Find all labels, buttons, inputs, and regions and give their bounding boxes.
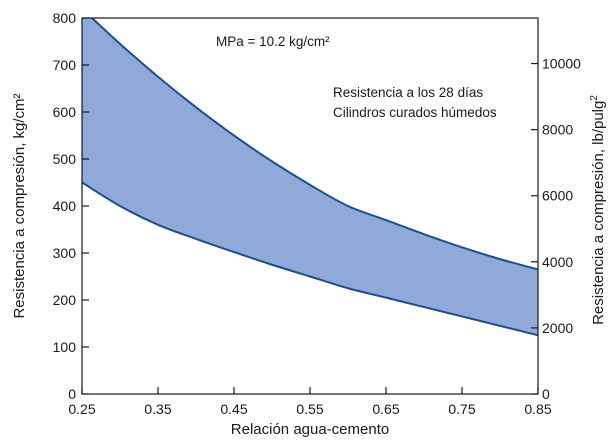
y2-tick-label: 4000 <box>542 254 573 270</box>
annotation-line-2: Cilindros curados húmedos <box>333 105 497 120</box>
y2-axis-title: Resistencia a compresión, lb/pulg2 <box>589 95 607 325</box>
x-tick-label: 0.75 <box>448 401 475 417</box>
y2-axis-title-base: Resistencia a compresión, lb/pulg <box>590 101 607 325</box>
y2-tick-label: 0 <box>542 386 550 402</box>
x-tick-label: 0.45 <box>220 401 247 417</box>
x-tick-label: 0.55 <box>296 401 323 417</box>
y2-axis-title-sup: 2 <box>589 95 600 101</box>
y-tick-label: 400 <box>53 198 77 214</box>
y2-tick-label: 10000 <box>542 56 581 72</box>
y-tick-label: 700 <box>53 57 77 73</box>
y-tick-label: 800 <box>53 10 77 26</box>
x-tick-label: 0.25 <box>68 401 95 417</box>
upper-bound-line <box>90 18 538 271</box>
x-tick-label: 0.85 <box>524 401 551 417</box>
annotation-line-1: Resistencia a los 28 días <box>333 85 483 100</box>
y-tick-label: 100 <box>53 339 77 355</box>
y-tick-label: 600 <box>53 104 77 120</box>
strength-band-area <box>82 18 538 336</box>
y-tick-label: 0 <box>68 386 76 402</box>
y2-tick-label: 8000 <box>542 122 573 138</box>
x-tick-label: 0.65 <box>372 401 399 417</box>
x-tick-label: 0.35 <box>144 401 171 417</box>
conversion-note: MPa = 10.2 kg/cm² <box>216 34 330 49</box>
y-tick-label: 300 <box>53 245 77 261</box>
lower-bound-line <box>82 181 538 337</box>
x-axis-title: Relación agua-cemento <box>231 421 389 438</box>
y-tick-label: 500 <box>53 151 77 167</box>
y-axis-title: Resistencia a compresión, kg/cm² <box>11 93 28 318</box>
y-tick-label: 200 <box>53 292 77 308</box>
y2-tick-label: 6000 <box>542 188 573 204</box>
y2-tick-label: 2000 <box>542 320 573 336</box>
